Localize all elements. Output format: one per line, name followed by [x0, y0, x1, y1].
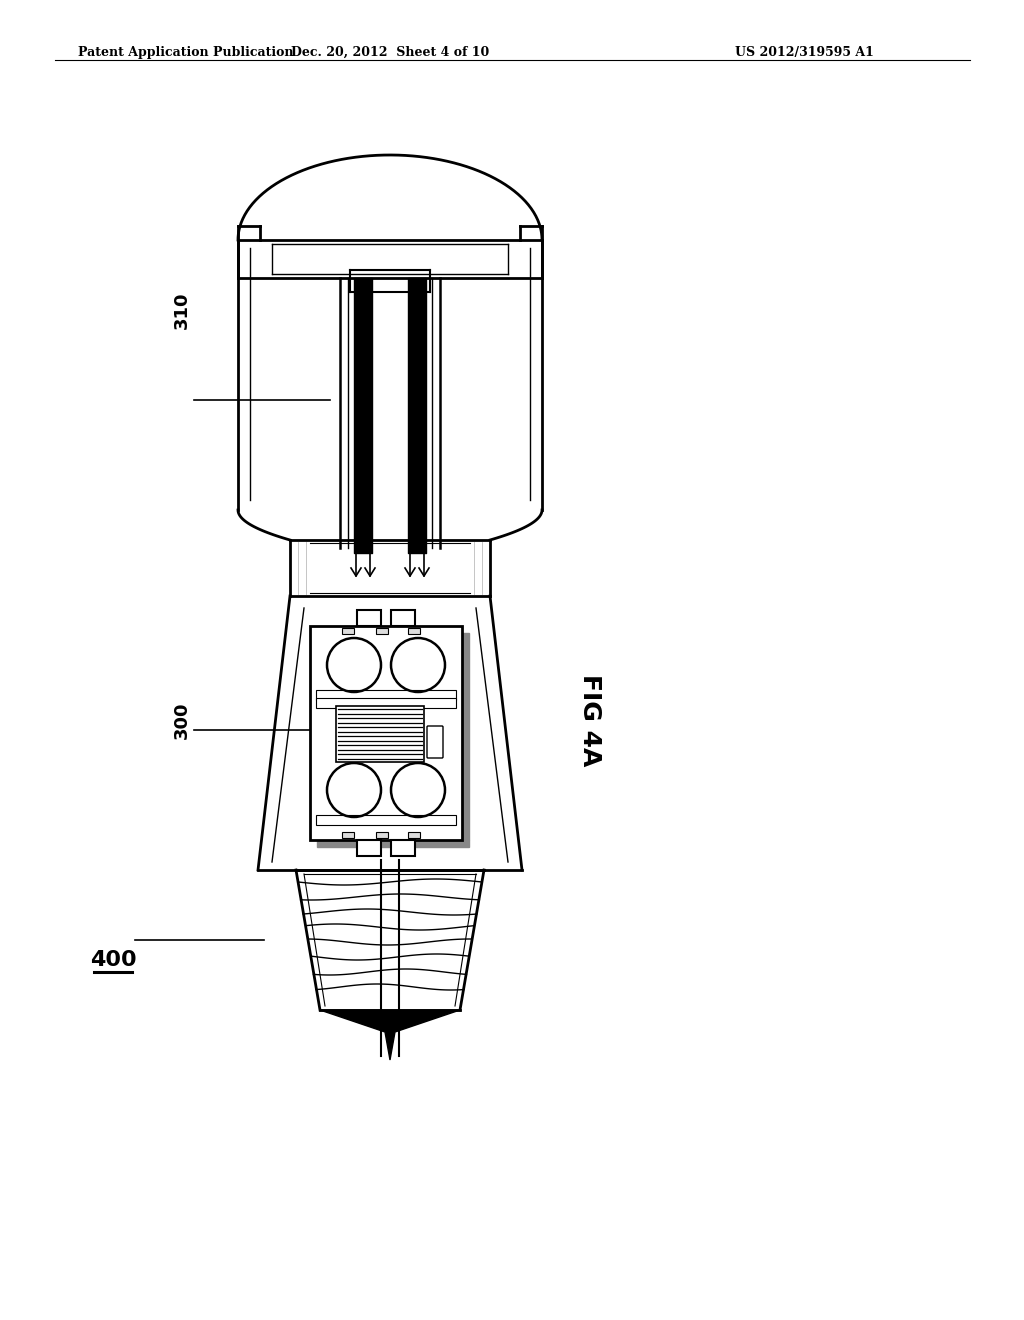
Polygon shape	[462, 634, 469, 840]
Bar	[408, 628, 420, 634]
Text: Dec. 20, 2012  Sheet 4 of 10: Dec. 20, 2012 Sheet 4 of 10	[291, 46, 489, 59]
Text: US 2012/319595 A1: US 2012/319595 A1	[735, 46, 873, 59]
Bar	[316, 698, 456, 708]
Polygon shape	[319, 1010, 460, 1060]
Text: Patent Application Publication: Patent Application Publication	[78, 46, 294, 59]
Bar	[391, 610, 415, 626]
Bar	[342, 628, 354, 634]
Text: 300: 300	[173, 701, 191, 739]
Bar	[357, 840, 381, 855]
Text: 310: 310	[173, 292, 191, 329]
Bar	[408, 832, 420, 838]
Bar	[316, 814, 456, 825]
Bar	[310, 626, 462, 840]
Bar	[357, 610, 381, 626]
Bar	[391, 840, 415, 855]
FancyBboxPatch shape	[427, 726, 443, 758]
Bar	[336, 706, 424, 762]
Bar	[376, 832, 388, 838]
Bar	[376, 628, 388, 634]
Text: 400: 400	[90, 950, 136, 970]
Text: FIG 4A: FIG 4A	[578, 673, 602, 766]
Bar	[316, 690, 456, 700]
Polygon shape	[317, 840, 469, 847]
Bar	[342, 832, 354, 838]
